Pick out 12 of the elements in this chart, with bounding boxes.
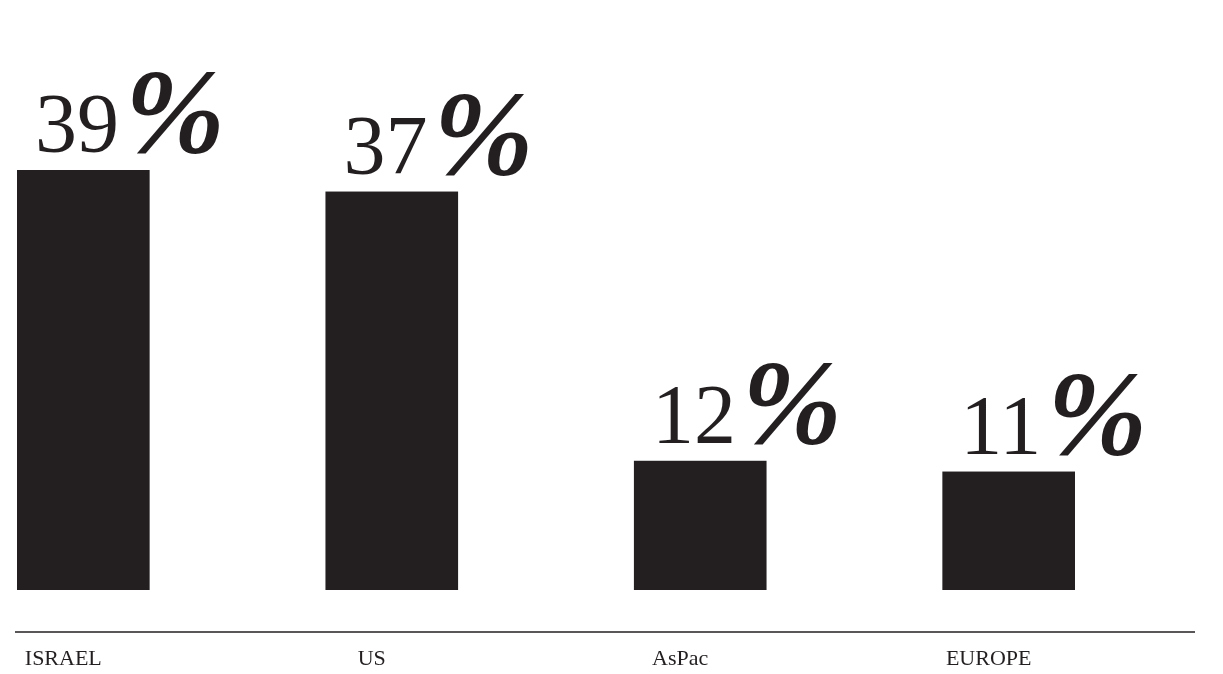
x-tick-label: ISRAEL — [24, 645, 102, 670]
x-tick-label: AsPac — [652, 645, 709, 670]
data-label: 37% — [343, 66, 534, 200]
data-label: 39% — [35, 45, 225, 178]
bar — [942, 471, 1075, 590]
x-tick-label: EUROPE — [945, 645, 1032, 670]
x-tick-label: US — [357, 645, 386, 670]
data-label: 11% — [960, 346, 1148, 480]
data-label: 12% — [651, 335, 842, 469]
bar — [325, 191, 459, 590]
bar — [17, 170, 150, 590]
bar — [633, 460, 767, 590]
